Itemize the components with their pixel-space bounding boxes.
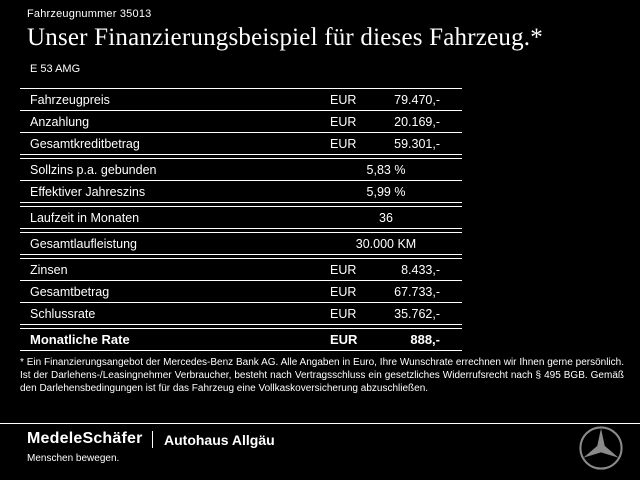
- vehicle-model: E 53 AMG: [30, 63, 81, 75]
- row-currency: EUR: [330, 332, 358, 347]
- mercedes-star-icon: [578, 425, 624, 471]
- row-currency: EUR: [330, 92, 357, 107]
- row-label: Gesamtlaufleistung: [30, 236, 138, 251]
- row-label: Monatliche Rate: [30, 332, 130, 347]
- row-value: 36: [379, 210, 393, 225]
- vehicle-number: Fahrzeugnummer 35013: [27, 8, 152, 20]
- row-label: Schlussrate: [30, 306, 96, 321]
- row-label: Gesamtkreditbetrag: [30, 136, 140, 151]
- page-title: Unser Finanzierungsbeispiel für dieses F…: [27, 24, 543, 51]
- row-value: 8.433,-: [401, 262, 440, 277]
- row-effektiver-jahreszins: Effektiver Jahreszins 5,99 %: [20, 181, 462, 203]
- dealer-name: MedeleSchäfer: [27, 430, 143, 447]
- row-gesamtlaufleistung: Gesamtlaufleistung 30.000 KM: [20, 233, 462, 255]
- row-currency: EUR: [330, 136, 357, 151]
- row-label: Anzahlung: [30, 114, 90, 129]
- row-label: Sollzins p.a. gebunden: [30, 162, 157, 177]
- footer-vertical-divider: [152, 431, 153, 448]
- footer-divider-line: [0, 423, 640, 424]
- legal-footnote: * Ein Finanzierungsangebot der Mercedes-…: [20, 357, 624, 394]
- financing-table: Fahrzeugpreis EUR 79.470,- Anzahlung EUR…: [20, 88, 462, 351]
- row-value: 5,99 %: [366, 184, 406, 199]
- row-label: Gesamtbetrag: [30, 284, 110, 299]
- row-label: Fahrzeugpreis: [30, 92, 110, 107]
- row-gesamtbetrag: Gesamtbetrag EUR 67.733,-: [20, 281, 462, 303]
- row-currency: EUR: [330, 284, 357, 299]
- row-value: 59.301,-: [394, 136, 440, 151]
- table-group-price: Fahrzeugpreis EUR 79.470,- Anzahlung EUR…: [20, 88, 462, 155]
- row-anzahlung: Anzahlung EUR 20.169,-: [20, 111, 462, 133]
- row-laufzeit: Laufzeit in Monaten 36: [20, 207, 462, 229]
- row-value: 20.169,-: [394, 114, 440, 129]
- row-value: 888,-: [410, 332, 440, 347]
- row-value: 67.733,-: [394, 284, 440, 299]
- row-value: 35.762,-: [394, 306, 440, 321]
- row-value: 5,83 %: [366, 162, 406, 177]
- row-value: 30.000 KM: [355, 236, 417, 251]
- dealer-location: Autohaus Allgäu: [164, 432, 275, 448]
- dealer-tagline: Menschen bewegen.: [27, 453, 120, 464]
- row-monatliche-rate: Monatliche Rate EUR 888,-: [20, 329, 462, 351]
- row-value: 79.470,-: [394, 92, 440, 107]
- row-sollzins: Sollzins p.a. gebunden 5,83 %: [20, 159, 462, 181]
- row-currency: EUR: [330, 262, 357, 277]
- row-label: Laufzeit in Monaten: [30, 210, 140, 225]
- table-group-totals: Zinsen EUR 8.433,- Gesamtbetrag EUR 67.7…: [20, 258, 462, 325]
- row-label: Effektiver Jahreszins: [30, 184, 146, 199]
- row-currency: EUR: [330, 306, 357, 321]
- table-group-monthly-rate: Monatliche Rate EUR 888,-: [20, 328, 462, 351]
- row-currency: EUR: [330, 114, 357, 129]
- table-group-interest: Sollzins p.a. gebunden 5,83 % Effektiver…: [20, 158, 462, 203]
- row-label: Zinsen: [30, 262, 68, 277]
- row-fahrzeugpreis: Fahrzeugpreis EUR 79.470,-: [20, 89, 462, 111]
- table-group-mileage: Gesamtlaufleistung 30.000 KM: [20, 232, 462, 255]
- row-gesamtkreditbetrag: Gesamtkreditbetrag EUR 59.301,-: [20, 133, 462, 155]
- table-group-term: Laufzeit in Monaten 36: [20, 206, 462, 229]
- row-schlussrate: Schlussrate EUR 35.762,-: [20, 303, 462, 325]
- row-zinsen: Zinsen EUR 8.433,-: [20, 259, 462, 281]
